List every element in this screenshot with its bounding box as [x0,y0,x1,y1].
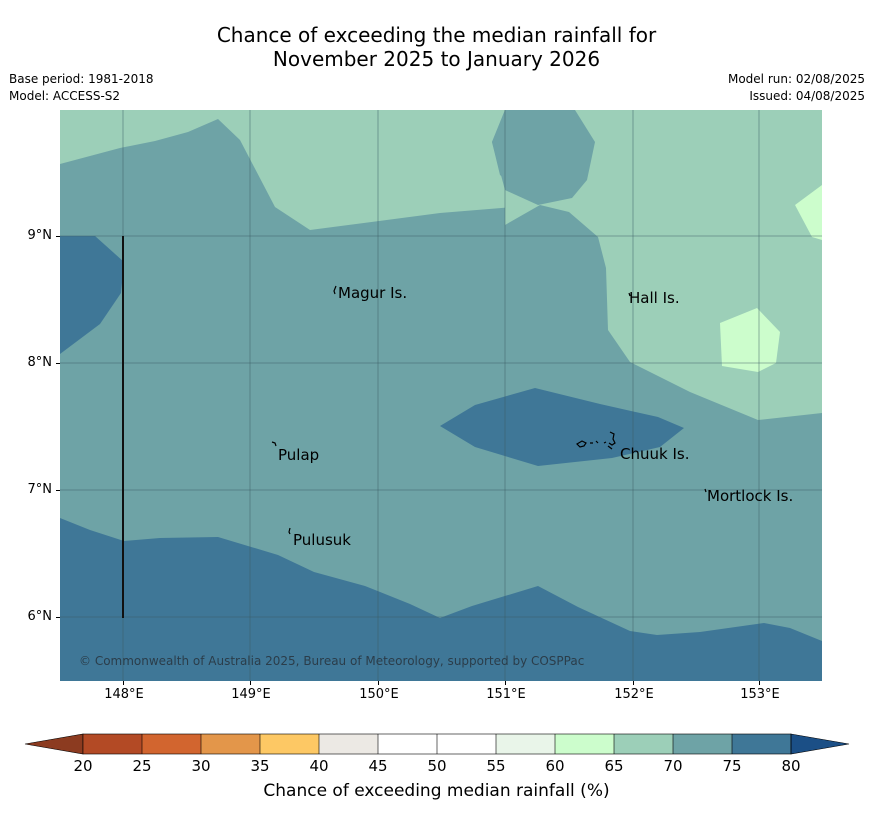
place-label-pulusuk: Pulusuk [293,531,351,549]
colorbar-tick: 35 [250,757,270,775]
lat-label: 6°N [27,609,53,624]
colorbar-tick: 40 [309,757,329,775]
lat-label: 8°N [27,355,53,370]
place-label-mortlock: Mortlock Is. [707,487,794,505]
colorbar-tick: 50 [427,757,447,775]
issued-date: Issued: 04/08/2025 [749,89,865,103]
meta-right: Model run: 02/08/2025 Issued: 04/08/2025 [728,71,865,105]
colorbar-segment [614,734,673,754]
lon-label: 150°E [359,687,399,702]
colorbar-segment [555,734,614,754]
colorbar-segment [437,734,496,754]
lat-label: 7°N [27,482,53,497]
zone-60-65-edge [795,185,822,240]
colorbar-segment [83,734,142,754]
colorbar-tick: 30 [191,757,211,775]
place-label-pulap: Pulap [278,446,320,464]
colorbar [24,733,850,755]
zone-60-65-right [720,308,780,372]
title-line-1: Chance of exceeding the median rainfall … [216,23,657,47]
lon-tick [633,681,634,685]
colorbar-segment [260,734,319,754]
lon-tick [505,681,506,685]
lon-label: 149°E [231,687,271,702]
zone-75-80-left [60,236,124,354]
place-label-magur: Magur Is. [338,284,408,302]
zone-65-70-topleft-b [60,110,538,230]
zone-65-70-topleft [60,110,822,420]
lat-tick-7 [56,490,60,491]
zone-75-80-center [440,388,684,466]
lat-tick-9 [56,236,60,237]
islands [271,285,707,535]
place-label-hall: Hall Is. [629,289,680,307]
base-period: Base period: 1981-2018 [9,72,154,86]
colorbar-title: Chance of exceeding median rainfall (%) [263,781,610,801]
place-label-chuuk: Chuuk Is. [620,445,690,463]
lat-tick-6 [56,617,60,618]
meta-left: Base period: 1981-2018 Model: ACCESS-S2 [9,71,154,105]
colorbar-tick: 60 [545,757,565,775]
colorbar-tick: 80 [781,757,801,775]
lon-tick [250,681,251,685]
colorbar-tick: 25 [132,757,152,775]
rainfall-map [60,110,822,681]
colorbar-tick: 75 [722,757,742,775]
lat-tick-8 [56,363,60,364]
colorbar-dividers [82,733,792,755]
zone-75-80-bottom [60,518,822,681]
colorbar-tick: 20 [73,757,93,775]
lon-label: 152°E [614,687,654,702]
colorbar-segment [142,734,201,754]
lon-label: 151°E [486,687,526,702]
map-svg [60,110,822,681]
model-run: Model run: 02/08/2025 [727,72,865,86]
colorbar-segment [201,734,260,754]
model-name: Model: ACCESS-S2 [9,89,121,103]
colorbar-under-arrow [24,733,84,755]
colorbar-tick: 70 [663,757,683,775]
colorbar-segment [378,734,437,754]
colorbar-tick: 65 [604,757,624,775]
colorbar-segment [673,734,732,754]
lat-label: 9°N [27,228,53,243]
colorbar-tick: 45 [368,757,388,775]
lon-tick [378,681,379,685]
title-line-2: November 2025 to January 2026 [272,47,601,71]
copyright-notice: © Commonwealth of Australia 2025, Bureau… [79,654,585,668]
lon-label: 148°E [104,687,144,702]
colorbar-segment [319,734,378,754]
colorbar-over-arrow [790,733,850,755]
zone-70-75-bump [492,110,595,205]
colorbar-segment [732,734,791,754]
lon-tick [123,681,124,685]
lon-tick [759,681,760,685]
colorbar-segment [496,734,555,754]
colorbar-tick: 55 [486,757,506,775]
lon-label: 153°E [740,687,780,702]
